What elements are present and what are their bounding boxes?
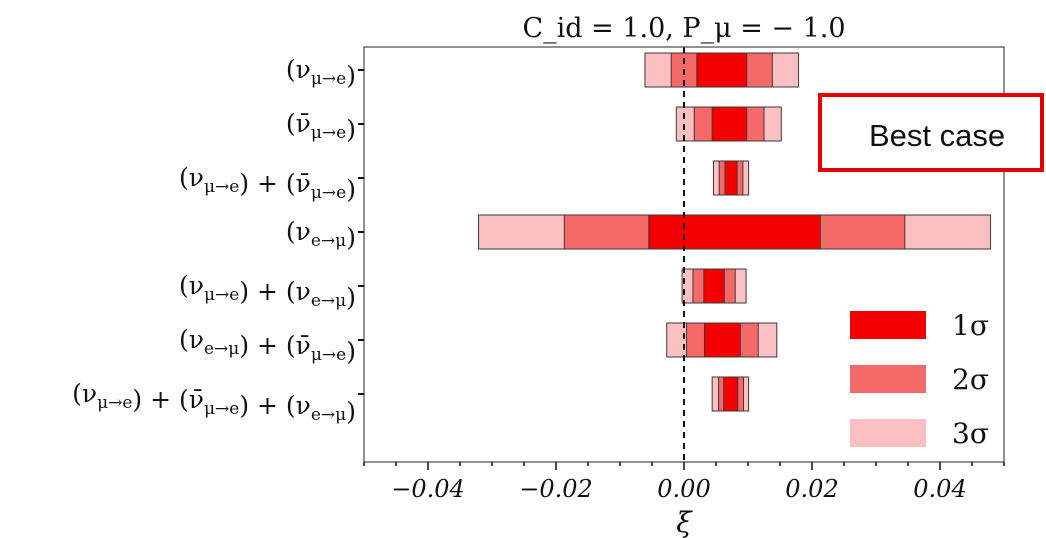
x-tick-label-2: 0.00 xyxy=(657,475,710,503)
x-axis: −0.04 −0.02 0.00 0.02 0.04 xyxy=(363,462,1005,503)
bars-group xyxy=(478,52,992,412)
bar-1sigma-1 xyxy=(711,106,748,142)
x-tick-label-3: 0.02 xyxy=(785,475,838,503)
y-tick-label-4: (νμ→e) + (νe→μ) xyxy=(179,271,356,312)
legend-swatch-2sigma xyxy=(850,365,926,393)
x-tick-label-1: −0.02 xyxy=(519,475,593,503)
y-tick-label-3: (νe→μ) xyxy=(286,217,356,252)
y-tick-label-2: (νμ→e) + (ν̄μ→e) xyxy=(179,163,356,204)
legend-swatch-3sigma xyxy=(850,419,926,447)
legend-swatch-1sigma xyxy=(850,311,926,339)
x-tick-label-0: −0.04 xyxy=(391,475,465,503)
bar-1sigma-2 xyxy=(724,160,738,196)
bar-1sigma-6 xyxy=(723,376,739,412)
legend: 1σ 2σ 3σ xyxy=(850,309,989,450)
annotation-text: Best case xyxy=(869,118,1005,153)
bar-1sigma-0 xyxy=(696,52,748,88)
bar-1sigma-3 xyxy=(648,214,821,250)
bar-1sigma-4 xyxy=(703,268,725,304)
y-tick-label-6: (νμ→e) + (ν̄μ→e) + (νe→μ) xyxy=(72,379,356,426)
chart-title: C_id = 1.0, P_μ = − 1.0 xyxy=(522,13,845,44)
legend-label-1sigma: 1σ xyxy=(952,309,989,342)
x-axis-label: ξ xyxy=(676,506,693,538)
annotation-box: Best case xyxy=(818,93,1044,172)
y-tick-label-5: (νe→μ) + (ν̄μ→e) xyxy=(179,325,356,366)
y-tick-label-0: (νμ→e) xyxy=(286,55,356,90)
x-tick-label-4: 0.04 xyxy=(913,475,966,503)
legend-label-3sigma: 3σ xyxy=(952,417,989,450)
y-tick-label-1: (ν̄μ→e) xyxy=(286,109,356,144)
legend-label-2sigma: 2σ xyxy=(952,363,989,396)
y-axis: (νμ→e) (ν̄μ→e) (νμ→e) + (ν̄μ→e) (νe→μ) (νμ→e… xyxy=(72,55,364,426)
bar-1sigma-5 xyxy=(703,322,741,358)
